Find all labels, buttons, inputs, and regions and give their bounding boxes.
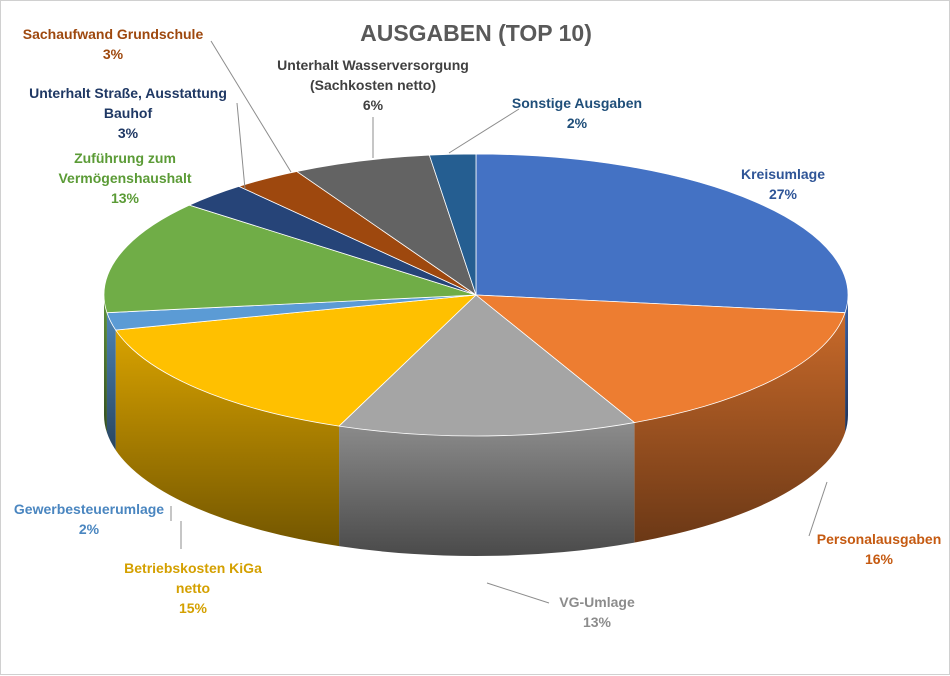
pie-side-segment — [115, 330, 340, 547]
leader-line — [210, 40, 292, 173]
slice-label: Unterhalt Straße, Ausstattung Bauhof 3% — [29, 85, 227, 141]
pie-side-segment — [634, 312, 846, 543]
leader-line — [236, 102, 246, 190]
slice-labels: Kreisumlage 27% Personalausgaben 16% VG-Umla… — [14, 26, 941, 630]
pie-side-segment — [106, 312, 116, 451]
slice-label: Personalausgaben 16% — [817, 531, 942, 567]
pie-slice — [428, 153, 477, 296]
pie-side-segment — [104, 295, 107, 433]
chart-title: AUSGABEN (TOP 10) — [360, 20, 592, 46]
slice-label: Kreisumlage 27% — [741, 166, 825, 202]
slice-label: Unterhalt Wasserversorgung (Sachkosten ne… — [277, 57, 469, 113]
pie-slice — [475, 153, 849, 314]
slice-label: Sonstige Ausgaben 2% — [512, 95, 642, 131]
pie-slice — [338, 294, 636, 437]
leader-line — [486, 582, 550, 604]
leader-line — [448, 108, 520, 154]
leader-lines — [170, 40, 828, 604]
pie-slice — [295, 154, 477, 297]
pie-side-segment — [339, 422, 635, 557]
pie-slice — [474, 294, 846, 424]
pie-side-segment — [845, 295, 848, 433]
slice-label: Zuführung zum Vermögenshaushalt 13% — [58, 150, 191, 206]
slice-label: Betriebskosten KiGa netto 15% — [124, 560, 262, 616]
slice-label: VG-Umlage 13% — [559, 594, 635, 630]
leader-line — [808, 481, 828, 537]
pie-slice — [103, 204, 477, 314]
pie-top-group — [103, 153, 849, 437]
pie-side-group — [104, 295, 848, 557]
slice-label: Sachaufwand Grundschule 3% — [23, 26, 204, 62]
slice-label: Gewerbesteuerumlage 2% — [14, 501, 164, 537]
pie-slice — [114, 294, 478, 427]
